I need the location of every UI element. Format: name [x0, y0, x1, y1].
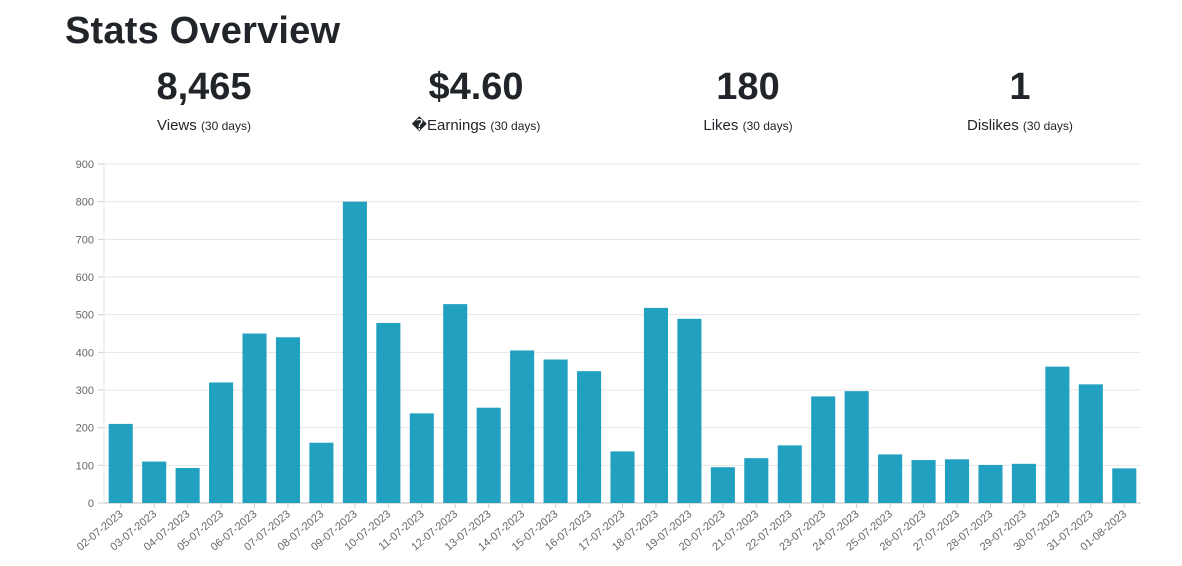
- bar: [309, 442, 334, 503]
- views-bar-chart: 010020030040050060070080090002-07-202303…: [75, 159, 1141, 553]
- bar: [643, 307, 668, 503]
- bar: [577, 371, 602, 503]
- stat-label-row: Dislikes (30 days): [881, 116, 1159, 136]
- bar: [944, 459, 970, 503]
- stat-likes: 180 Likes (30 days): [609, 62, 887, 136]
- stat-value: 8,465: [156, 66, 252, 108]
- bar: [610, 451, 635, 503]
- stat-period: (30 days): [742, 119, 793, 133]
- y-tick-label: 200: [76, 423, 94, 435]
- stat-label-row: Views (30 days): [65, 116, 343, 136]
- bar: [1011, 463, 1036, 503]
- views-chart-container: 0 100 200 300 400 500 600 700 800 900 02-07-2023 03…: [0, 150, 1182, 566]
- bar: [376, 322, 401, 503]
- stat-value: 1: [1009, 66, 1031, 108]
- bar: [677, 318, 702, 503]
- stat-value: $4.60: [428, 66, 524, 108]
- bar: [409, 413, 434, 503]
- stat-earnings: $4.60 �Earnings (30 days): [337, 62, 615, 136]
- stat-period: (30 days): [200, 119, 251, 133]
- bar: [510, 350, 535, 503]
- bar: [978, 464, 1003, 503]
- stat-dislikes: 1 Dislikes (30 days): [881, 62, 1159, 136]
- bar: [811, 396, 836, 503]
- y-tick-label: 100: [76, 460, 94, 472]
- bar: [209, 382, 234, 503]
- y-tick-label: 400: [76, 347, 94, 359]
- y-tick-label: 600: [76, 272, 94, 284]
- y-tick-label: 500: [76, 310, 94, 322]
- stat-period: (30 days): [1022, 119, 1073, 133]
- y-tick-label: 900: [76, 159, 94, 171]
- stat-label-row: �Earnings (30 days): [337, 116, 615, 136]
- bar: [878, 454, 903, 503]
- stat-label: Dislikes: [967, 117, 1019, 134]
- page-title: Stats Overview: [65, 10, 341, 52]
- bar: [777, 445, 802, 503]
- bar: [342, 201, 367, 503]
- bar: [275, 337, 301, 503]
- y-tick-label: 300: [76, 385, 94, 397]
- bar: [108, 423, 133, 503]
- bar: [476, 407, 501, 503]
- bar: [1045, 366, 1070, 503]
- bar: [911, 460, 936, 503]
- bar: [1112, 468, 1137, 503]
- bar: [175, 467, 200, 503]
- stat-label-row: Likes (30 days): [609, 116, 887, 136]
- bar: [710, 467, 735, 503]
- y-tick-label: 800: [76, 197, 94, 209]
- bar: [142, 461, 167, 503]
- bar: [844, 391, 869, 503]
- stat-label: �Earnings: [411, 117, 487, 134]
- stat-value: 180: [716, 66, 780, 108]
- stats-summary: 8,465 Views (30 days) $4.60 �Earnings (3…: [65, 62, 1177, 144]
- stat-period: (30 days): [490, 119, 541, 133]
- bar: [744, 458, 769, 503]
- bar: [242, 333, 267, 503]
- y-tick-label: 700: [76, 234, 94, 246]
- bar: [443, 304, 468, 503]
- bar: [1078, 384, 1103, 503]
- stat-label: Views: [157, 117, 197, 134]
- y-tick-label: 0: [88, 498, 94, 510]
- stat-label: Likes: [703, 117, 739, 134]
- bar: [543, 359, 568, 503]
- stat-views: 8,465 Views (30 days): [65, 62, 343, 136]
